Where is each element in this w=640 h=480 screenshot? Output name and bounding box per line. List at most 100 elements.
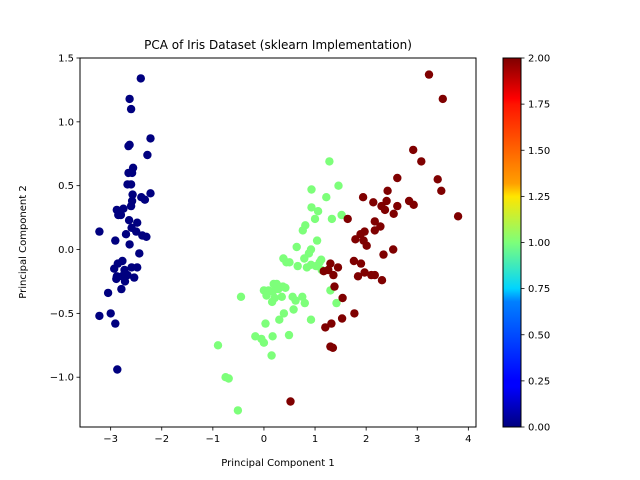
scatter-point-class-1 <box>261 319 270 328</box>
scatter-point-class-2 <box>424 70 434 79</box>
scatter-point-class-0 <box>95 311 104 321</box>
scatter-point-class-2 <box>333 263 343 272</box>
colorbar-ticks: 0.00 0.25 0.50 0.75 1.00 1.25 1.50 1.75 2.00 <box>521 54 550 434</box>
scatter-point-class-0 <box>133 218 142 227</box>
scatter-point-class-2 <box>343 214 352 224</box>
colorbar-tick-label: 1.00 <box>528 238 550 249</box>
scatter-point-class-1 <box>267 297 277 307</box>
scatter-point-class-0 <box>124 216 134 225</box>
scatter-point-class-0 <box>126 201 136 211</box>
scatter-point-class-0 <box>123 180 132 189</box>
scatter-point-class-2 <box>393 173 402 183</box>
scatter-point-class-2 <box>330 282 339 291</box>
plot-frame <box>79 57 477 428</box>
scatter-point-class-2 <box>417 157 426 166</box>
scatter-point-class-0 <box>125 94 134 104</box>
y-tick-label: 1.5 <box>58 54 74 65</box>
scatter-point-class-1 <box>267 351 276 360</box>
scatter-point-class-2 <box>286 397 295 406</box>
scatter-point-class-2 <box>437 186 446 195</box>
scatter-point-class-0 <box>128 190 137 199</box>
scatter-point-class-1 <box>281 283 290 292</box>
scatter-point-class-0 <box>132 227 141 236</box>
scatter-point-class-0 <box>119 204 128 213</box>
scatter-point-class-1 <box>289 305 298 314</box>
scatter-point-class-0 <box>127 168 137 178</box>
scatter-point-class-2 <box>356 230 365 239</box>
scatter-point-class-0 <box>126 104 136 114</box>
scatter-point-class-0 <box>106 309 115 318</box>
x-tick-label: −1 <box>205 434 220 445</box>
scatter-point-class-0 <box>103 288 113 298</box>
scatter-point-class-1 <box>277 292 286 301</box>
scatter-point-class-1 <box>259 338 269 347</box>
colorbar: 0.00 0.25 0.50 0.75 1.00 1.25 1.50 1.75 2.00 <box>502 54 550 434</box>
scatter-point-class-0 <box>135 249 144 258</box>
colorbar-gradient <box>502 57 522 428</box>
colorbar-tick-label: 1.25 <box>528 192 550 203</box>
scatter-point-class-2 <box>380 205 390 215</box>
x-tick-label: −2 <box>154 434 169 445</box>
scatter-point-class-1 <box>322 193 331 202</box>
scatter-point-class-0 <box>136 74 145 83</box>
scatter-point-class-2 <box>358 193 368 202</box>
scatter-point-class-0 <box>110 264 119 273</box>
scatter-point-class-1 <box>279 309 289 318</box>
y-tick-label: −0.5 <box>50 309 74 320</box>
scatter-point-class-2 <box>362 241 371 250</box>
scatter-point-class-0 <box>142 232 151 241</box>
x-tick-label: 1 <box>312 434 318 445</box>
scatter-point-class-1 <box>327 214 337 224</box>
colorbar-tick-label: 0.00 <box>528 423 550 434</box>
colorbar-tick-label: 1.75 <box>528 100 550 111</box>
scatter-point-class-1 <box>302 263 312 272</box>
scatter-point-class-2 <box>319 267 328 276</box>
scatter-point-class-2 <box>328 343 338 352</box>
scatter-point-class-1 <box>268 332 277 341</box>
scatter-point-class-2 <box>327 319 336 328</box>
scatter-point-class-2 <box>383 186 392 195</box>
scatter-point-class-2 <box>382 196 391 206</box>
scatter-point-class-2 <box>351 235 360 244</box>
scatter-point-class-0 <box>121 230 131 239</box>
scatter-point-class-0 <box>143 150 152 160</box>
scatter-point-class-1 <box>298 226 307 235</box>
scatter-point-class-1 <box>275 315 284 324</box>
scatter-point-class-0 <box>133 263 142 272</box>
scatter-point-class-2 <box>350 309 359 318</box>
x-tick-label: 2 <box>363 434 369 445</box>
colorbar-tick-label: 0.50 <box>528 330 550 341</box>
scatter-point-class-1 <box>274 284 283 294</box>
scatter-point-class-2 <box>377 276 387 285</box>
plot-area <box>95 70 463 415</box>
y-axis-label: Principal Component 2 <box>18 185 29 298</box>
scatter-point-class-1 <box>300 254 309 263</box>
scatter-point-class-1 <box>334 181 343 190</box>
scatter-point-class-2 <box>337 314 347 323</box>
scatter-point-class-2 <box>353 272 363 281</box>
scatter-point-class-0 <box>140 195 150 204</box>
colorbar-tick-label: 0.25 <box>528 376 550 387</box>
scatter-point-class-2 <box>379 250 388 259</box>
scatter-point-class-1 <box>307 203 316 212</box>
scatter-point-class-1 <box>306 315 316 324</box>
scatter-point-class-0 <box>146 189 155 198</box>
scatter-point-class-1 <box>307 185 316 194</box>
scatter-point-class-1 <box>262 291 271 300</box>
scatter-point-class-1 <box>313 207 323 216</box>
scatter-point-class-0 <box>111 319 120 328</box>
scatter-point-class-2 <box>370 270 379 280</box>
scatter-point-class-1 <box>310 214 320 224</box>
scatter-point-class-0 <box>124 141 133 151</box>
scatter-point-class-0 <box>117 284 126 294</box>
scatter-point-class-0 <box>113 365 122 374</box>
scatter-point-class-2 <box>389 245 398 254</box>
scatter-point-class-2 <box>349 256 359 266</box>
scatter-point-class-2 <box>370 217 379 226</box>
scatter-point-class-2 <box>329 270 338 280</box>
scatter-point-class-2 <box>453 212 463 221</box>
scatter-point-class-1 <box>332 298 341 308</box>
scatter-point-class-2 <box>409 145 418 155</box>
scatter-point-class-0 <box>130 273 139 282</box>
y-tick-label: 0.5 <box>58 181 74 192</box>
